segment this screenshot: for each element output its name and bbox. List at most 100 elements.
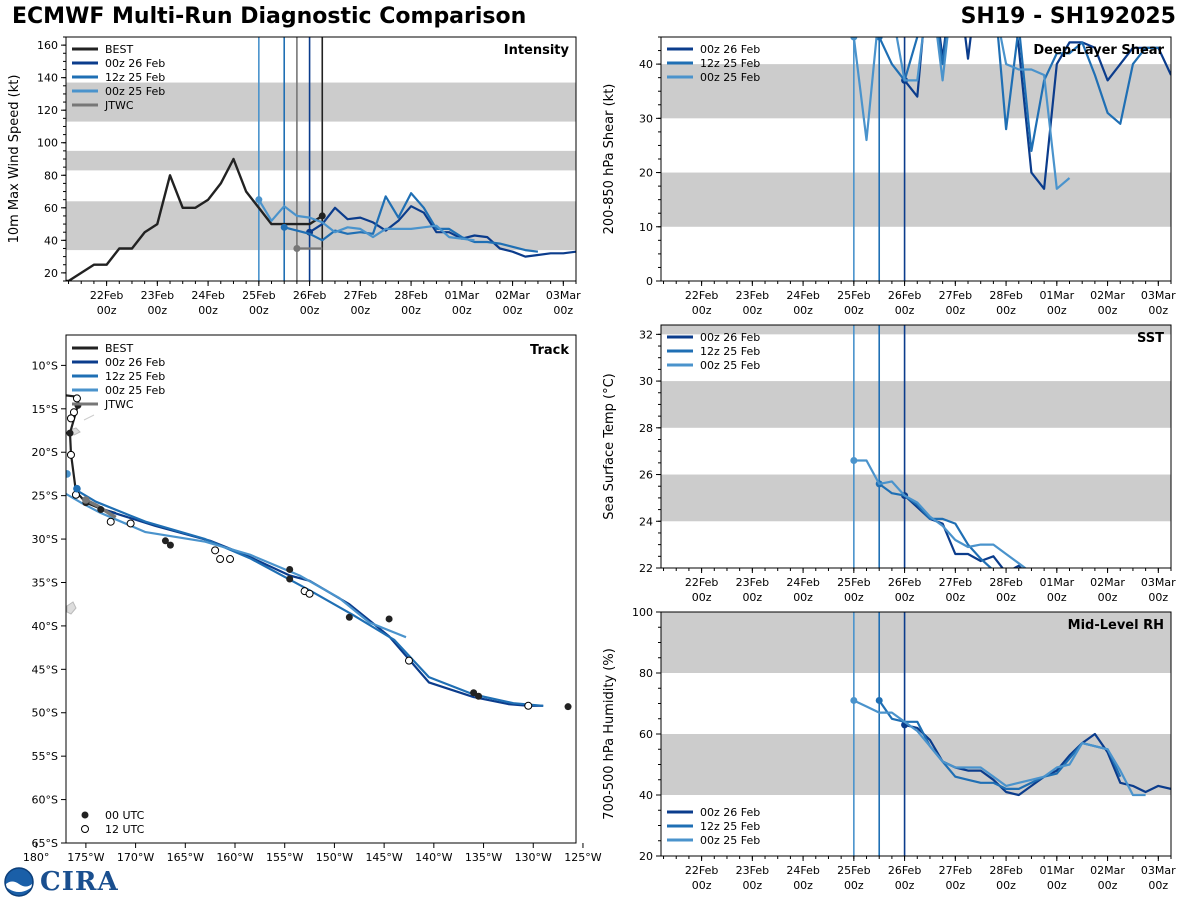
marker-00utc	[97, 506, 105, 514]
lon-tick-label: 130°W	[515, 851, 552, 864]
threshold-band	[661, 734, 1171, 795]
legend-label: 12z 25 Feb	[105, 71, 165, 84]
lat-tick-label: 60°S	[32, 794, 58, 807]
x-tick-label: 00z	[1098, 304, 1118, 317]
x-tick-label: 00z	[300, 304, 320, 317]
marker-00utc	[475, 692, 483, 700]
y-axis-label: 200-850 hPa Shear (kt)	[602, 84, 617, 235]
panel-title: Intensity	[504, 43, 570, 58]
y-tick-label: 140	[37, 72, 58, 85]
x-tick-label: 00z	[1148, 591, 1168, 604]
x-tick-label: 00z	[945, 879, 965, 892]
sst-panel: 22 24 26 28 30 32 22Feb 00z 23Feb 00z 24Feb 00z 25Fe…	[602, 324, 1176, 604]
y-tick-label: 40	[639, 789, 653, 802]
x-tick-label: 03Mar	[1141, 864, 1176, 877]
threshold-band	[661, 172, 1171, 227]
plot-area	[66, 37, 576, 281]
x-tick-label: 00z	[996, 879, 1016, 892]
x-tick-label: 00z	[945, 304, 965, 317]
lon-tick-label: 165°W	[167, 851, 204, 864]
x-tick-label: 25Feb	[837, 576, 870, 589]
threshold-band	[66, 150, 576, 171]
x-tick-label: 24Feb	[786, 289, 819, 302]
threshold-band	[66, 82, 576, 122]
series-start-marker	[280, 223, 288, 231]
x-tick-label: 28Feb	[989, 289, 1022, 302]
x-tick-label: 26Feb	[293, 289, 326, 302]
lon-tick-label: 160°W	[216, 851, 253, 864]
y-tick-label: 60	[639, 728, 653, 741]
marker-legend-label: 00 UTC	[105, 809, 145, 822]
island-shape	[83, 414, 95, 421]
y-tick-label: 28	[639, 422, 653, 435]
y-tick-label: 160	[37, 39, 58, 52]
x-tick-label: 02Mar	[495, 289, 530, 302]
marker-00utc	[166, 541, 174, 549]
x-tick-label: 22Feb	[90, 289, 123, 302]
track-line-run00z25	[66, 492, 407, 639]
jtwc-marker	[293, 244, 301, 252]
x-tick-label: 00z	[793, 591, 813, 604]
marker-00utc	[161, 537, 169, 545]
marker-12utc	[66, 414, 75, 423]
panel-title: Deep-Layer Shear	[1033, 43, 1164, 58]
x-tick-label: 00z	[945, 591, 965, 604]
x-tick-label: 00z	[1047, 304, 1067, 317]
marker-12utc	[106, 517, 115, 526]
legend-label: 12z 25 Feb	[700, 57, 760, 70]
y-tick-label: 80	[44, 169, 58, 182]
plot-frame	[660, 324, 1172, 569]
legend-label: BEST	[105, 342, 133, 355]
x-tick-label: 23Feb	[736, 576, 769, 589]
y-axis-label: 700-500 hPa Humidity (%)	[602, 648, 617, 820]
x-tick-label: 00z	[97, 304, 117, 317]
legend-label: JTWC	[104, 398, 134, 411]
legend-label: 12z 25 Feb	[700, 820, 760, 833]
legend-label: 00z 25 Feb	[700, 359, 760, 372]
x-tick-label: 01Mar	[1039, 289, 1074, 302]
x-tick-label: 24Feb	[786, 576, 819, 589]
x-tick-label: 28Feb	[989, 864, 1022, 877]
x-tick-label: 27Feb	[939, 576, 972, 589]
x-tick-label: 02Mar	[1090, 864, 1125, 877]
x-tick-label: 24Feb	[786, 864, 819, 877]
marker-legend-00utc	[81, 811, 89, 819]
x-tick-label: 25Feb	[837, 289, 870, 302]
x-tick-label: 00z	[742, 304, 762, 317]
y-tick-label: 40	[44, 234, 58, 247]
y-tick-label: 80	[639, 667, 653, 680]
y-tick-label: 120	[37, 104, 58, 117]
marker-00utc	[470, 689, 478, 697]
plot-area	[661, 612, 1171, 856]
series-start-marker	[850, 457, 858, 465]
track-start-marker	[82, 496, 90, 504]
y-axis-label: Sea Surface Temp (°C)	[602, 373, 617, 520]
x-tick-label: 00z	[895, 879, 915, 892]
series-line-run00z25	[257, 199, 475, 242]
y-tick-label: 10	[639, 221, 653, 234]
marker-00utc	[385, 615, 393, 623]
marker-00utc	[345, 613, 353, 621]
y-tick-label: 100	[632, 606, 653, 619]
panel-title: Mid-Level RH	[1068, 618, 1164, 633]
x-tick-label: 00z	[692, 879, 712, 892]
storm-id: SH19 - SH192025	[960, 4, 1176, 29]
island-shape	[66, 601, 77, 615]
marker-12utc	[216, 555, 225, 564]
x-tick-label: 00z	[1098, 879, 1118, 892]
x-tick-label: 02Mar	[1090, 576, 1125, 589]
y-tick-label: 26	[639, 469, 653, 482]
x-tick-label: 00z	[1098, 591, 1118, 604]
x-tick-label: 26Feb	[888, 576, 921, 589]
track-panel: 10°S 15°S 20°S 25°S 30°S 35°S 40°S 45°S 50°S 55°S…	[23, 334, 602, 864]
marker-legend-12utc	[81, 825, 89, 833]
x-tick-label: 02Mar	[1090, 289, 1125, 302]
x-tick-label: 00z	[692, 591, 712, 604]
y-tick-label: 20	[639, 167, 653, 180]
marker-00utc	[286, 565, 294, 573]
x-tick-label: 01Mar	[444, 289, 479, 302]
x-tick-label: 00z	[1148, 304, 1168, 317]
series-line-run00z25	[853, 699, 1146, 797]
legend-label: JTWC	[104, 99, 134, 112]
cira-logo: CIRA	[4, 866, 119, 898]
